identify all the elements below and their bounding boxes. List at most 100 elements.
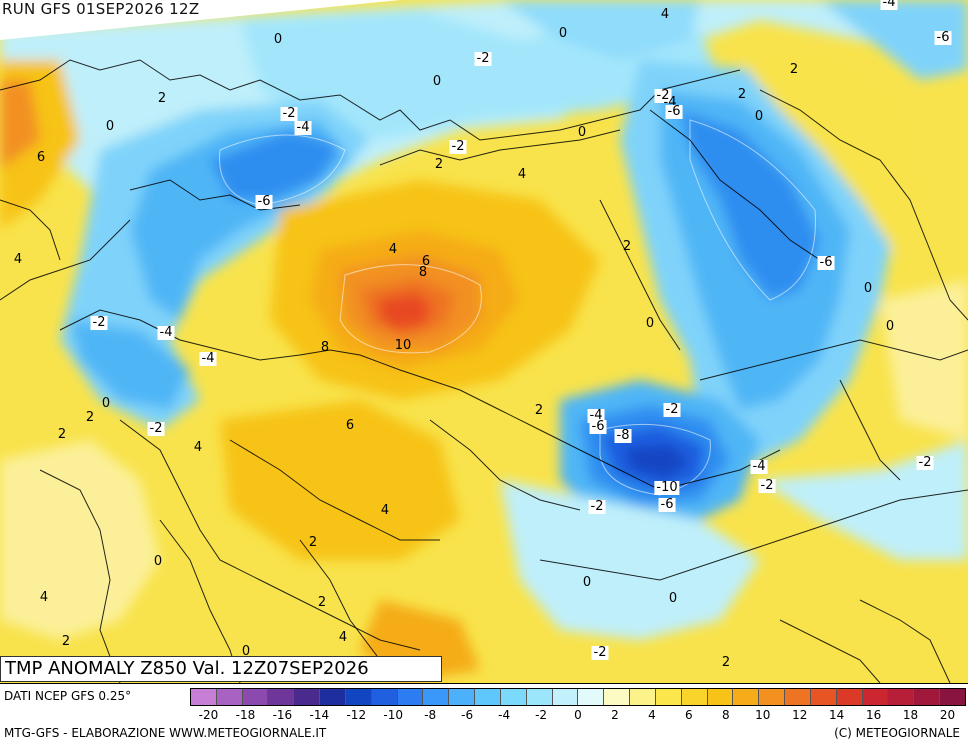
contour-label: 2 — [57, 427, 67, 442]
contour-label: 4 — [380, 503, 390, 518]
legend-swatch — [940, 689, 965, 705]
legend-tick-label: -4 — [498, 708, 511, 722]
contour-label: -6 — [665, 104, 683, 119]
contour-label: 0 — [668, 591, 678, 606]
legend-swatch — [216, 689, 243, 705]
contour-label: 0 — [885, 319, 895, 334]
legend-swatch — [294, 689, 321, 705]
legend-swatch — [475, 689, 501, 705]
legend-swatch — [785, 689, 811, 705]
legend-swatch — [500, 689, 527, 705]
contour-label: -2 — [449, 139, 467, 154]
contour-label: 0 — [432, 74, 442, 89]
legend-tick-label: 4 — [648, 708, 656, 722]
contour-label: -8 — [614, 428, 632, 443]
legend-tick-label: 12 — [792, 708, 808, 722]
contour-label: 6 — [421, 254, 431, 269]
contour-label: -6 — [658, 497, 676, 512]
map-field — [0, 0, 968, 683]
contour-label: 0 — [863, 281, 873, 296]
contour-label: 2 — [61, 634, 71, 649]
legend-swatch — [552, 689, 579, 705]
legend-swatch — [655, 689, 682, 705]
legend-tick-label: 18 — [902, 708, 919, 722]
contour-label: -4 — [157, 325, 175, 340]
legend-swatch — [914, 689, 941, 705]
contour-label: -2 — [474, 51, 492, 66]
legend-tick-label: 8 — [721, 708, 730, 722]
legend-tick-label: 2 — [611, 708, 619, 722]
temperature-anomaly-map: 0 0 4 -4 -6 -2 0 2 2 -2 -4 -2 -4 -6 2 0 0 0 -2 6 2 4 -6 4 6 8 2 -6 4… — [0, 0, 968, 683]
contour-label: 4 — [517, 167, 527, 182]
legend-swatch — [449, 689, 476, 705]
data-source: DATI NCEP GFS 0.25° — [4, 689, 132, 703]
contour-label: 2 — [317, 595, 327, 610]
contour-label: -6 — [934, 30, 952, 45]
contour-label: 4 — [338, 630, 348, 645]
contour-label: 0 — [273, 32, 283, 47]
contour-label: -4 — [750, 459, 768, 474]
contour-label: -2 — [90, 315, 108, 330]
contour-label: 0 — [153, 554, 163, 569]
map-corner-blank — [0, 0, 400, 40]
legend-tick-label: 6 — [685, 708, 693, 722]
contour-label: -2 — [916, 455, 934, 470]
contour-label: -4 — [880, 0, 898, 10]
contour-label: -6 — [589, 419, 607, 434]
legend-swatch — [371, 689, 398, 705]
contour-label: 4 — [388, 242, 398, 257]
legend-swatch — [423, 689, 450, 705]
contour-label: 8 — [320, 340, 330, 355]
contour-label: -2 — [591, 645, 609, 660]
contour-label: -2 — [663, 402, 681, 417]
contour-label: 0 — [558, 26, 568, 41]
legend-swatch — [810, 689, 837, 705]
legend-swatch — [397, 689, 424, 705]
legend-swatch — [733, 689, 760, 705]
color-scale — [190, 688, 966, 706]
contour-label: 4 — [39, 590, 49, 605]
legend-tick-label: -8 — [424, 708, 437, 722]
contour-label: 4 — [193, 440, 203, 455]
borders-coastlines — [0, 59, 968, 683]
contour-label: 2 — [622, 239, 632, 254]
legend-tick-label: 16 — [865, 708, 882, 722]
contour-label: 2 — [534, 403, 544, 418]
legend-tick-label: -12 — [346, 708, 367, 722]
contour-label: -2 — [654, 88, 672, 103]
legend-swatch — [268, 689, 295, 705]
contour-label: 0 — [241, 644, 251, 659]
contour-label: 2 — [85, 410, 95, 425]
contour-label: -4 — [294, 120, 312, 135]
legend-tick-label: -20 — [198, 708, 219, 722]
contour-label: 0 — [105, 119, 115, 134]
contour-label: 2 — [434, 157, 444, 172]
run-header: RUN GFS 01SEP2026 12Z — [2, 0, 200, 18]
legend-swatch — [759, 689, 786, 705]
map-title: TMP ANOMALY Z850 Val. 12Z07SEP2026 — [0, 656, 442, 682]
contour-label: 6 — [36, 150, 46, 165]
contour-label: 8 — [418, 265, 428, 280]
contour-label: 0 — [101, 396, 111, 411]
legend-tick-label: -6 — [461, 708, 474, 722]
legend-swatch — [604, 689, 631, 705]
legend-tick-label: 14 — [829, 708, 845, 722]
contour-label: 2 — [721, 655, 731, 670]
contour-label: 2 — [157, 91, 167, 106]
contour-label: -4 — [199, 351, 217, 366]
legend-tick-label: 0 — [574, 708, 582, 722]
contour-label: 0 — [582, 575, 592, 590]
contour-label: 4 — [13, 252, 23, 267]
legend-tick-label: -18 — [235, 708, 256, 722]
legend-tick-label: 20 — [939, 708, 956, 722]
contour-label: -2 — [147, 421, 165, 436]
legend-swatch — [578, 689, 605, 705]
legend-swatch — [862, 689, 889, 705]
contour-label: 6 — [345, 418, 355, 433]
legend-swatch — [681, 689, 708, 705]
legend-tick-label: -16 — [272, 708, 293, 722]
legend-bar: DATI NCEP GFS 0.25° -20 -18 -16 -14 -12 -10 -8… — [0, 683, 968, 746]
contour-label: -6 — [817, 255, 835, 270]
contour-label: -2 — [280, 106, 298, 121]
contour-label: 0 — [577, 125, 587, 140]
